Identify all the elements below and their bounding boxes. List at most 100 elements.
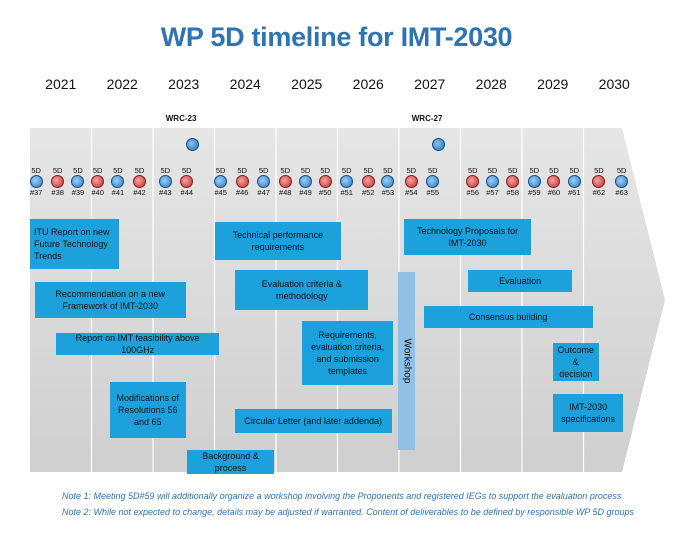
itu-meeting-icon — [340, 175, 354, 188]
itu-meeting-icon — [404, 175, 418, 188]
deliverable-box: Circular Letter (and later addenda) — [234, 409, 392, 433]
deliverable-box: Requirements, evaluation criteria, and s… — [302, 321, 393, 385]
meeting-group-label: 5D — [383, 166, 393, 175]
meeting-group-label: 5D — [594, 166, 604, 175]
note-1: Note 1: Meeting 5D#59 will additionally … — [62, 491, 622, 501]
meeting-group-label: 5D — [616, 166, 627, 175]
meeting-group-label: 5D — [258, 166, 269, 175]
meeting-group-label: 5D — [52, 166, 63, 175]
meeting-number: #58 — [506, 188, 520, 197]
itu-meeting-icon — [466, 175, 480, 188]
deliverable-box: Outcome & decision — [552, 343, 599, 381]
deliverable-box: Report on IMT feasibility above 100GHz — [56, 333, 219, 355]
itu-meeting-icon — [615, 175, 629, 188]
meeting-number: #56 — [466, 188, 480, 197]
year-label: 2024 — [229, 76, 261, 92]
meeting-group-label: 5D — [549, 166, 559, 175]
meeting-marker: 5D #37 — [24, 166, 48, 197]
meeting-group-label: 5D — [215, 166, 226, 175]
meeting-marker: 5D #54 — [399, 166, 423, 197]
note-2: Note 2: While not expected to change, de… — [62, 507, 635, 517]
meeting-marker: 5D #60 — [542, 166, 566, 197]
meeting-number: #51 — [340, 188, 353, 197]
itu-meeting-icon — [318, 175, 332, 188]
meeting-number: #45 — [214, 188, 227, 197]
itu-meeting-icon — [29, 175, 43, 188]
meeting-marker: 5D #63 — [610, 166, 634, 197]
itu-meeting-icon — [567, 175, 581, 188]
meeting-number: #43 — [159, 188, 172, 197]
meeting-marker: 5D #42 — [127, 166, 151, 197]
year-label: 2028 — [475, 76, 507, 92]
meeting-group-label: 5D — [92, 166, 103, 175]
deliverable-box: Technology Proposals for IMT-2030 — [403, 219, 532, 255]
meeting-marker: 5D #45 — [209, 166, 233, 197]
meeting-marker: 5D #56 — [461, 166, 485, 197]
year-label: 2030 — [598, 76, 630, 92]
meeting-number: #40 — [91, 188, 104, 197]
itu-meeting-icon — [158, 175, 172, 188]
itu-meeting-icon — [506, 175, 520, 188]
itu-meeting-icon — [527, 175, 541, 188]
meeting-number: #38 — [51, 188, 64, 197]
itu-meeting-icon — [214, 175, 228, 188]
meeting-number: #53 — [381, 188, 395, 197]
itu-meeting-icon — [91, 175, 105, 188]
meeting-marker: 5D #38 — [46, 166, 70, 197]
meeting-group-label: 5D — [507, 166, 518, 175]
deliverable-box: Technical performance requirements — [214, 222, 342, 260]
meeting-group-label: 5D — [569, 166, 580, 175]
meeting-group-label: 5D — [300, 166, 311, 175]
wrc-label: WRC-23 — [165, 114, 197, 123]
meeting-number: #44 — [180, 188, 194, 197]
year-label: 2025 — [291, 76, 323, 92]
meeting-number: #42 — [133, 188, 146, 197]
meeting-number: #57 — [486, 188, 499, 197]
page-title: WP 5D timeline for IMT-2030 — [160, 22, 513, 52]
deliverable-box: IMT-2030 specifications — [552, 394, 624, 432]
meeting-group-label: 5D — [160, 166, 171, 175]
meeting-number: #61 — [568, 188, 581, 197]
meeting-group-label: 5D — [406, 166, 417, 175]
meeting-number: #62 — [592, 188, 606, 197]
itu-meeting-icon — [111, 175, 125, 188]
meeting-group-label: 5D — [134, 166, 145, 175]
meeting-number: #49 — [299, 188, 312, 197]
meeting-marker: 5D #50 — [313, 166, 337, 197]
itu-meeting-icon — [361, 175, 375, 188]
meeting-group-label: 5D — [237, 166, 247, 175]
itu-meeting-icon — [381, 175, 395, 188]
itu-meeting-icon — [71, 175, 85, 188]
meeting-marker: 5D #53 — [376, 166, 400, 197]
meeting-group-label: 5D — [31, 166, 41, 175]
meeting-number: #41 — [111, 188, 125, 197]
year-label: 2023 — [168, 76, 200, 92]
meeting-number: #50 — [318, 188, 332, 197]
itu-meeting-icon — [257, 175, 271, 188]
year-label: 2027 — [414, 76, 446, 92]
meeting-marker: 5D #61 — [562, 166, 586, 197]
workshop-bar: Workshop — [398, 272, 415, 450]
meeting-marker: 5D #52 — [356, 166, 380, 197]
meeting-number: #59 — [528, 188, 541, 197]
itu-meeting-icon — [547, 175, 561, 188]
meeting-marker: 5D #39 — [66, 166, 90, 197]
meeting-marker: 5D #47 — [252, 166, 276, 197]
wrc-label: WRC-27 — [411, 114, 443, 123]
itu-meeting-icon — [299, 175, 313, 188]
itu-meeting-icon — [278, 175, 292, 188]
itu-meeting-icon — [51, 175, 65, 188]
meeting-marker: 5D #51 — [335, 166, 359, 197]
meeting-marker: 5D #62 — [587, 166, 611, 197]
meeting-number: #60 — [547, 188, 561, 197]
meeting-marker: 5D #58 — [501, 166, 525, 197]
meeting-group-label: 5D — [487, 166, 498, 175]
itu-logo-icon — [431, 138, 445, 151]
meeting-group-label: 5D — [320, 166, 330, 175]
itu-meeting-icon — [180, 175, 194, 188]
meeting-group-label: 5D — [468, 166, 478, 175]
meeting-marker: 5D #41 — [106, 166, 130, 197]
workshop-label: Workshop — [401, 338, 412, 384]
meeting-marker: 5D #46 — [230, 166, 254, 197]
deliverable-box: Modifications of Resolutions 56 and 65 — [109, 382, 186, 438]
